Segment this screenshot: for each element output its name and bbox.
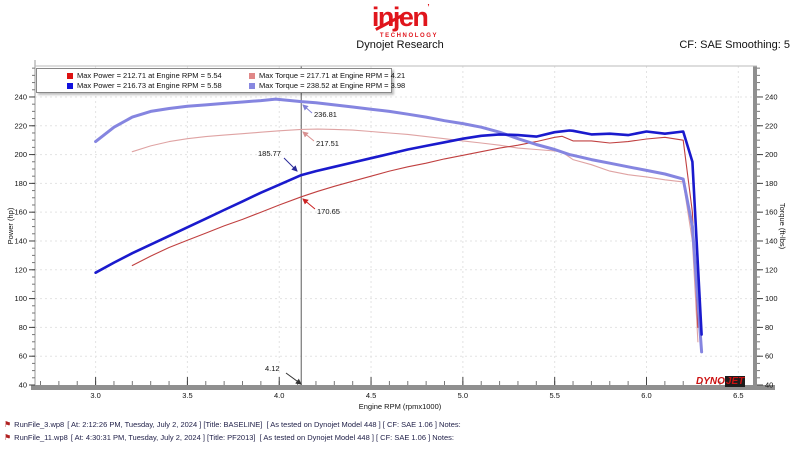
- legend-swatch-icon: [249, 72, 255, 79]
- series-pf2013-torque: [94, 97, 704, 354]
- right-axis-bar: [753, 66, 757, 390]
- legend-swatch-icon: [249, 82, 255, 89]
- run-file-name: RunFile_3.wp8: [14, 420, 65, 429]
- legend-label: Max Torque = 238.52 at Engine RPM = 3.98: [259, 81, 406, 90]
- y-tick-label-right: 240: [765, 92, 778, 101]
- y-tick-label-left: 160: [14, 208, 27, 217]
- legend-label: Max Torque = 217.71 at Engine RPM = 4.21: [259, 71, 406, 80]
- page-title: Dynojet Research: [356, 39, 444, 51]
- x-tick-label: 6.5: [733, 391, 743, 400]
- x-axis-bar: [31, 385, 775, 390]
- y-tick-label-right: 100: [765, 294, 778, 303]
- annotation-arrow: [302, 198, 316, 210]
- legend-label: Max Power = 212.71 at Engine RPM = 5.54: [77, 71, 222, 80]
- series-baseline-power: [131, 135, 699, 328]
- legend-entry: Max Power = 212.71 at Engine RPM = 5.54: [67, 71, 249, 80]
- y-tick-label-left: 180: [14, 179, 27, 188]
- run-file-details: [ At: 2:12:26 PM, Tuesday, July 2, 2024 …: [67, 420, 461, 429]
- y-tick-label-right: 40: [765, 381, 773, 390]
- x-tick-label: 4.0: [274, 391, 284, 400]
- run-file-entry: ⚑ RunFile_11.wp8 [ At: 4:30:31 PM, Tuesd…: [4, 433, 461, 446]
- y-tick-label-left: 120: [14, 265, 27, 274]
- annotation-label: 236.81: [314, 110, 337, 119]
- injen-logo: injen’ TECHNOLOGY: [362, 4, 439, 40]
- x-tick-label: 3.5: [182, 391, 192, 400]
- run-flag-icon: ⚑: [4, 420, 12, 429]
- y-tick-label-left: 40: [19, 381, 27, 390]
- annotation-label: 4.12: [265, 364, 280, 373]
- dynojet-logo-dyno: DYNO: [696, 376, 725, 387]
- x-axis-label: Engine RPM (rpmx1000): [359, 402, 442, 411]
- y-tick-label-right: 140: [765, 236, 778, 245]
- x-tick-label: 3.0: [90, 391, 100, 400]
- run-flag-icon: ⚑: [4, 433, 12, 442]
- y-tick-label-right: 80: [765, 323, 773, 332]
- dynojet-logo-jet: JET: [724, 376, 746, 387]
- x-tick-label: 5.0: [458, 391, 468, 400]
- legend-entry: Max Torque = 217.71 at Engine RPM = 4.21: [249, 71, 405, 80]
- run-file-entry: ⚑ RunFile_3.wp8 [ At: 2:12:26 PM, Tuesda…: [4, 420, 461, 433]
- y-tick-label-left: 60: [19, 352, 27, 361]
- y-tick-label-right: 60: [765, 352, 773, 361]
- x-tick-label: 5.5: [549, 391, 559, 400]
- y-tick-label-left: 200: [14, 150, 27, 159]
- y-axis-label-left: Power (hp): [6, 207, 15, 244]
- dynojet-logo: DYNOJET: [696, 376, 746, 387]
- series-baseline-torque: [131, 128, 699, 343]
- y-tick-label-right: 220: [765, 121, 778, 130]
- legend: Max Power = 212.71 at Engine RPM = 5.54 M…: [36, 68, 405, 93]
- injen-logo-word: injen’: [362, 4, 438, 31]
- annotation-arrow: [285, 372, 302, 385]
- annotation-arrow: [302, 131, 315, 142]
- y-tick-label-left: 140: [14, 236, 27, 245]
- y-tick-label-left: 100: [14, 294, 27, 303]
- x-tick-label: 4.5: [366, 391, 376, 400]
- run-file-list: ⚑ RunFile_3.wp8 [ At: 2:12:26 PM, Tuesda…: [4, 420, 461, 446]
- annotation-label: 217.51: [316, 139, 339, 148]
- legend-label: Max Power = 216.73 at Engine RPM = 5.58: [77, 81, 222, 90]
- annotation-label: 170.65: [317, 207, 340, 216]
- y-tick-label-right: 180: [765, 179, 778, 188]
- smoothing-setting: CF: SAE Smoothing: 5: [679, 39, 790, 51]
- legend-swatch-icon: [67, 82, 73, 89]
- run-file-name: RunFile_11.wp8: [14, 433, 68, 442]
- y-tick-label-left: 80: [19, 323, 27, 332]
- y-axis-label-right: Torque (ft-lbs): [778, 203, 787, 250]
- y-tick-label-left: 220: [14, 121, 27, 130]
- annotation-arrow: [283, 157, 298, 172]
- legend-entry: Max Power = 216.73 at Engine RPM = 5.58: [67, 81, 249, 90]
- series-pf2013-power: [94, 129, 703, 336]
- x-tick-label: 6.0: [641, 391, 651, 400]
- injen-logo-subtext: TECHNOLOGY: [379, 33, 439, 39]
- y-tick-label-left: 240: [14, 92, 27, 101]
- annotation-label: 185.77: [258, 149, 281, 158]
- run-file-details: [ At: 4:30:31 PM, Tuesday, July 2, 2024 …: [70, 433, 454, 442]
- legend-entry: Max Torque = 238.52 at Engine RPM = 3.98: [249, 81, 405, 90]
- annotation-arrow: [302, 104, 313, 114]
- y-tick-label-right: 120: [765, 265, 778, 274]
- y-tick-label-right: 200: [765, 150, 778, 159]
- y-tick-label-right: 160: [765, 208, 778, 217]
- legend-swatch-icon: [67, 72, 73, 79]
